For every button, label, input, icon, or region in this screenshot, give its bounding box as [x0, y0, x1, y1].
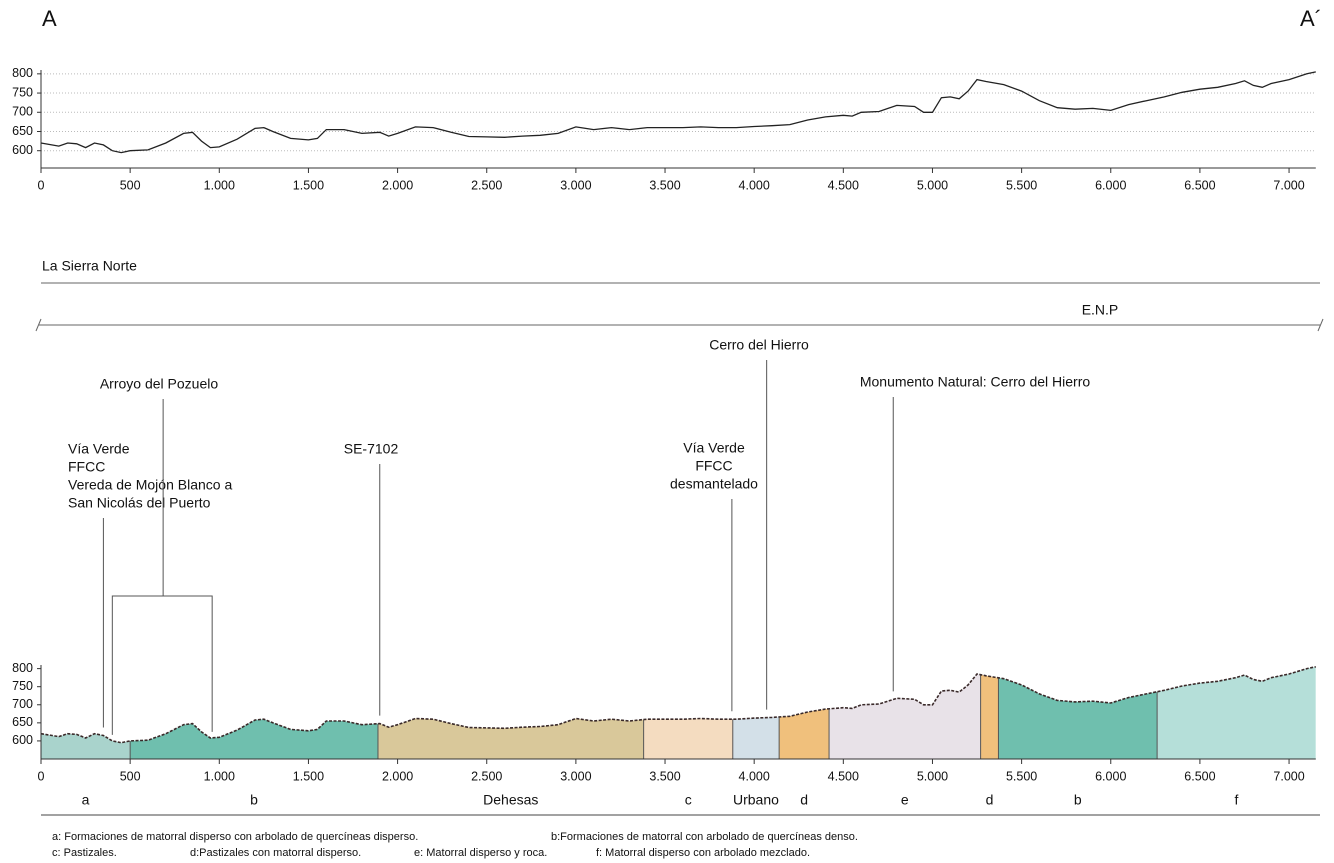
annotation: Vía Verde [68, 441, 130, 457]
x-tick-label: 500 [120, 178, 141, 192]
band-label: La Sierra Norte [42, 258, 137, 274]
zone [829, 666, 981, 759]
y-tick-label: 650 [12, 715, 33, 729]
x-tick-label: 0 [38, 769, 45, 783]
y-tick-label: 800 [12, 66, 33, 80]
x-tick-label: 4.000 [739, 769, 770, 783]
x-tick-label: 7.000 [1273, 178, 1304, 192]
x-tick-label: 2.500 [471, 178, 502, 192]
band-label: E.N.P [1082, 302, 1119, 318]
zone-label: d [800, 792, 808, 808]
annotation: desmantelado [670, 476, 758, 492]
x-tick-label: 6.000 [1095, 178, 1126, 192]
x-tick-label: 5.000 [917, 178, 948, 192]
y-tick-label: 650 [12, 124, 33, 138]
x-tick-label: 5.000 [917, 769, 948, 783]
x-tick-label: 3.000 [560, 769, 591, 783]
legend-entry: e: Matorral disperso y roca. [414, 847, 547, 859]
zone [998, 666, 1158, 759]
annotation: San Nicolás del Puerto [68, 495, 211, 511]
annotation: SE-7102 [344, 441, 399, 457]
x-tick-label: 0 [38, 178, 45, 192]
x-tick-label: 6.500 [1184, 769, 1215, 783]
zone-label: a [82, 792, 90, 808]
x-tick-label: 5.500 [1006, 769, 1037, 783]
zone [779, 666, 830, 759]
annotation: Vereda de Mojón Blanco a [68, 477, 232, 493]
y-tick-label: 750 [12, 85, 33, 99]
x-tick-label: 3.500 [649, 769, 680, 783]
annotation: FFCC [68, 459, 105, 475]
legend-entry: a: Formaciones de matorral disperso con … [52, 831, 418, 843]
zone-label: b [1074, 792, 1082, 808]
x-tick-label: 5.500 [1006, 178, 1037, 192]
x-tick-label: 4.500 [828, 769, 859, 783]
zone [980, 666, 999, 759]
annotation: FFCC [695, 458, 732, 474]
elevation-line [40, 71, 1316, 154]
y-tick-label: 600 [12, 143, 33, 157]
y-tick-label: 700 [12, 105, 33, 119]
zone [130, 666, 378, 759]
bracket [111, 595, 213, 735]
band-end [1317, 318, 1324, 332]
zone-label: f [1235, 792, 1239, 808]
legend-entry: b:Formaciones de matorral con arbolado d… [551, 831, 858, 843]
x-tick-label: 1.000 [204, 178, 235, 192]
x-tick-label: 1.500 [293, 769, 324, 783]
zone [1157, 666, 1316, 759]
start-label: A [42, 6, 57, 31]
zone [41, 666, 131, 759]
zone-label: Urbano [733, 792, 779, 808]
x-tick-label: 7.000 [1273, 769, 1304, 783]
y-tick-label: 800 [12, 661, 33, 675]
x-tick-label: 1.500 [293, 178, 324, 192]
zones [41, 666, 1316, 759]
x-tick-label: 2.000 [382, 178, 413, 192]
x-tick-label: 2.000 [382, 769, 413, 783]
end-label: A´ [1300, 6, 1322, 31]
y-tick-label: 700 [12, 697, 33, 711]
x-tick-label: 6.500 [1184, 178, 1215, 192]
x-tick-label: 2.500 [471, 769, 502, 783]
annotation: Arroyo del Pozuelo [100, 376, 219, 392]
x-tick-label: 500 [120, 769, 141, 783]
zone [732, 666, 780, 759]
profile-line [40, 666, 1316, 744]
zone-label: d [986, 792, 994, 808]
zone [377, 666, 644, 759]
legend-entry: c: Pastizales. [52, 847, 117, 859]
y-tick-label: 750 [12, 679, 33, 693]
zone [643, 666, 733, 759]
annotation: Monumento Natural: Cerro del Hierro [860, 374, 1091, 390]
x-tick-label: 4.000 [739, 178, 770, 192]
zone-label: c [685, 792, 692, 808]
zone-label: e [901, 792, 909, 808]
x-tick-label: 3.000 [560, 178, 591, 192]
annotation: Cerro del Hierro [709, 337, 809, 353]
zone-label: Dehesas [483, 792, 538, 808]
x-tick-label: 1.000 [204, 769, 235, 783]
y-tick-label: 600 [12, 733, 33, 747]
x-tick-label: 3.500 [649, 178, 680, 192]
legend-entry: f: Matorral disperso con arbolado mezcla… [596, 847, 810, 859]
annotation: Vía Verde [683, 440, 745, 456]
x-tick-label: 4.500 [828, 178, 859, 192]
legend-entry: d:Pastizales con matorral disperso. [190, 847, 361, 859]
band-end [35, 318, 42, 332]
zone-label: b [250, 792, 258, 808]
x-tick-label: 6.000 [1095, 769, 1126, 783]
